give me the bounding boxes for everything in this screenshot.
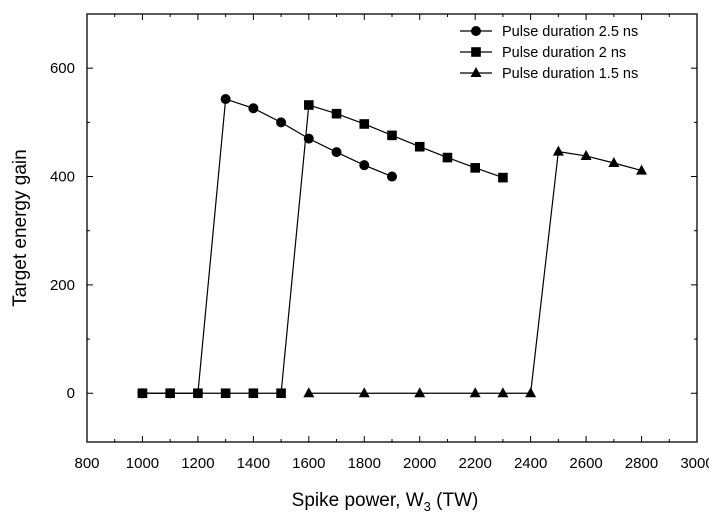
data-point xyxy=(193,388,203,399)
y-tick-label: 200 xyxy=(50,277,75,294)
data-point xyxy=(414,141,425,152)
data-point xyxy=(387,171,397,182)
series-line xyxy=(142,104,504,394)
data-point xyxy=(358,387,370,398)
legend-marker xyxy=(471,26,481,36)
data-point xyxy=(248,388,259,399)
legend-label: Pulse duration 2 ns xyxy=(502,45,626,61)
data-point xyxy=(580,149,592,160)
data-point xyxy=(469,387,481,398)
data-point xyxy=(470,163,480,173)
x-tick-label: 800 xyxy=(74,455,99,472)
data-point xyxy=(414,387,426,398)
data-point xyxy=(442,152,453,163)
x-tick-label: 2600 xyxy=(569,455,602,472)
data-point xyxy=(498,172,508,183)
legend-label: Pulse duration 1.5 ns xyxy=(502,66,638,82)
data-point xyxy=(331,147,342,158)
x-tick-label: 2200 xyxy=(458,455,491,472)
x-tick-label: 1200 xyxy=(181,455,214,472)
x-tick-label: 1600 xyxy=(292,455,325,472)
data-point xyxy=(359,119,370,129)
data-point xyxy=(303,387,315,398)
legend-entry: Pulse duration 1.5 ns xyxy=(460,66,638,82)
data-point xyxy=(331,108,342,119)
x-tick-label: 1000 xyxy=(126,455,159,472)
data-point xyxy=(497,387,509,398)
data-point xyxy=(248,103,259,114)
data-point xyxy=(636,164,648,175)
data-point xyxy=(276,117,287,128)
x-tick-label: 2000 xyxy=(403,455,436,472)
series-line xyxy=(308,150,642,394)
legend-marker xyxy=(470,67,482,77)
x-tick-label: 1800 xyxy=(348,455,381,472)
data-point xyxy=(276,388,286,399)
legend-label: Pulse duration 2.5 ns xyxy=(502,24,638,40)
x-axis-title: Spike power, W3 (TW) xyxy=(292,490,479,514)
y-axis-title: Target energy gain xyxy=(10,149,31,306)
data-point xyxy=(608,156,620,167)
data-point xyxy=(304,100,314,110)
data-point xyxy=(552,145,564,156)
data-point xyxy=(220,94,231,105)
data-point xyxy=(220,388,231,399)
data-point xyxy=(165,388,175,399)
series-square xyxy=(137,100,508,399)
y-tick-label: 0 xyxy=(67,385,75,402)
legend-marker xyxy=(471,47,481,57)
data-point xyxy=(137,388,148,399)
y-tick-label: 600 xyxy=(50,60,75,77)
x-tick-label: 1400 xyxy=(237,455,270,472)
data-point xyxy=(359,160,370,171)
data-point xyxy=(525,387,537,398)
series-circle xyxy=(137,94,397,399)
legend-entry: Pulse duration 2.5 ns xyxy=(460,24,638,40)
x-tick-label: 2400 xyxy=(514,455,547,472)
x-tick-label: 2800 xyxy=(625,455,658,472)
y-tick-label: 400 xyxy=(50,169,75,186)
legend-entry: Pulse duration 2 ns xyxy=(460,45,626,61)
data-point xyxy=(387,130,397,141)
series-triangle xyxy=(303,145,648,398)
series-line xyxy=(142,98,393,394)
